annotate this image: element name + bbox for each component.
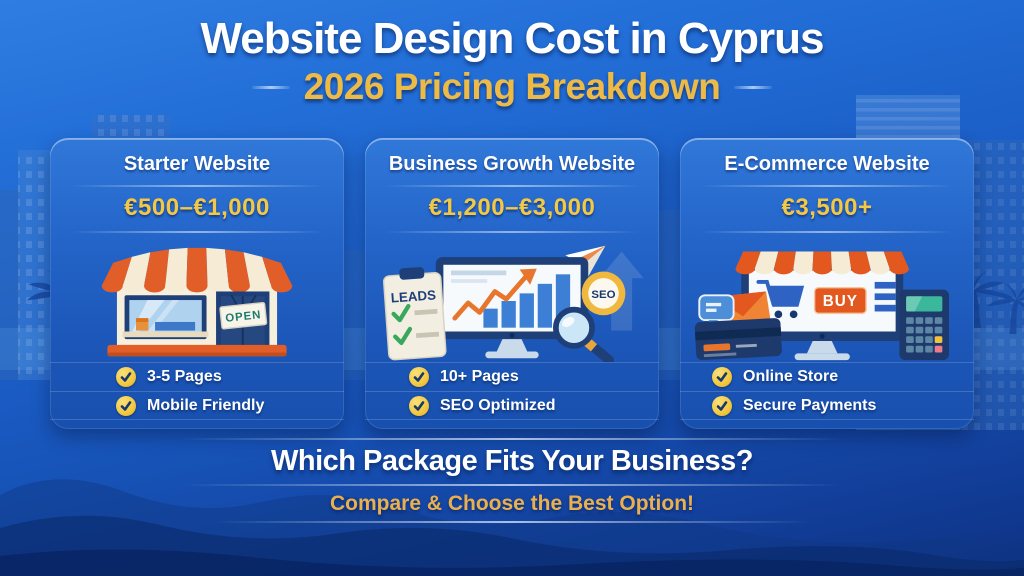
card-starter-website: Starter Website €500–€1,000 xyxy=(50,138,344,429)
storefront-illustration: OPEN xyxy=(101,247,293,357)
subtitle-right-dash xyxy=(734,85,773,89)
page-subtitle: 2026 Pricing Breakdown xyxy=(303,66,721,107)
card-price: €3,500+ xyxy=(781,194,873,221)
feature-list: Online Store Secure Payments xyxy=(680,362,974,420)
divider xyxy=(212,521,812,523)
feature-label: Online Store xyxy=(743,368,839,385)
footer: Which Package Fits Your Business? Compar… xyxy=(0,438,1024,523)
feature-row: 10+ Pages xyxy=(365,362,659,391)
divider xyxy=(70,231,324,233)
credit-card-icon xyxy=(694,291,782,361)
growth-arrow xyxy=(452,274,528,321)
shop-window xyxy=(122,295,209,340)
divider xyxy=(385,231,639,233)
svg-text:SEO: SEO xyxy=(591,289,615,301)
footer-cta: Compare & Choose the Best Option! xyxy=(329,492,695,515)
analytics-monitor-icon xyxy=(435,257,589,359)
shop-awning-icon xyxy=(735,251,909,275)
check-icon xyxy=(116,395,136,416)
svg-text:LEADS: LEADS xyxy=(390,287,436,305)
header: Website Design Cost in Cyprus 2026 Prici… xyxy=(0,14,1024,108)
feature-row: SEO Optimized xyxy=(365,391,659,420)
waves xyxy=(0,479,1024,576)
divider xyxy=(700,185,954,187)
feature-list: 10+ Pages SEO Optimized xyxy=(365,362,659,420)
divider xyxy=(385,185,639,187)
feature-row: 3-5 Pages xyxy=(50,362,344,391)
shop-monitor-icon: BUY xyxy=(741,262,904,361)
feature-label: SEO Optimized xyxy=(440,396,556,414)
shopping-cart-icon xyxy=(756,280,805,319)
shop-door: OPEN xyxy=(216,291,270,349)
page-title: Website Design Cost in Cyprus xyxy=(200,14,825,63)
magnifier-icon xyxy=(552,306,614,362)
pricing-cards: Starter Website €500–€1,000 xyxy=(50,138,974,429)
card-title: Business Growth Website xyxy=(388,153,636,175)
check-icon xyxy=(409,367,429,387)
monitor-stand xyxy=(806,341,838,354)
divider xyxy=(181,484,843,486)
divider xyxy=(700,231,954,233)
card-price: €1,200–€3,000 xyxy=(428,194,596,221)
buy-button: BUY xyxy=(813,286,867,315)
storefront-awning-icon xyxy=(101,247,293,293)
ecommerce-illustration: BUY xyxy=(694,251,949,361)
chat-bubble-icon xyxy=(698,294,735,328)
check-icon xyxy=(712,395,732,416)
seo-badge: SEO xyxy=(581,271,626,316)
check-icon xyxy=(116,367,136,387)
feature-label: Secure Payments xyxy=(743,396,877,414)
footer-question: Which Package Fits Your Business? xyxy=(270,445,754,477)
feature-list: 3-5 Pages Mobile Friendly xyxy=(50,362,344,420)
card-price: €500–€1,000 xyxy=(124,194,270,221)
svg-text:OPEN: OPEN xyxy=(225,309,262,325)
card-title: E-Commerce Website xyxy=(724,153,930,175)
check-icon xyxy=(409,395,429,416)
feature-row: Mobile Friendly xyxy=(50,391,344,420)
analytics-illustration: LEADS SEO xyxy=(382,245,644,362)
feature-label: 3-5 Pages xyxy=(147,368,222,385)
feature-label: Mobile Friendly xyxy=(147,396,265,414)
leads-clipboard: LEADS xyxy=(382,267,447,361)
card-ecommerce-website: E-Commerce Website €3,500+ xyxy=(680,138,974,429)
divider xyxy=(70,185,324,187)
card-title: Starter Website xyxy=(123,153,271,175)
monitor-stand xyxy=(496,339,528,352)
svg-text:BUY: BUY xyxy=(823,293,858,310)
open-sign: OPEN xyxy=(219,301,268,330)
check-icon xyxy=(712,367,732,387)
divider xyxy=(181,438,843,440)
feature-row: Online Store xyxy=(680,362,974,391)
card-business-growth-website: Business Growth Website €1,200–€3,000 xyxy=(365,138,659,429)
calculator-icon xyxy=(899,289,949,361)
subtitle-left-dash xyxy=(251,85,290,89)
feature-row: Secure Payments xyxy=(680,391,974,420)
feature-label: 10+ Pages xyxy=(440,368,519,385)
menu-lines xyxy=(874,281,896,312)
